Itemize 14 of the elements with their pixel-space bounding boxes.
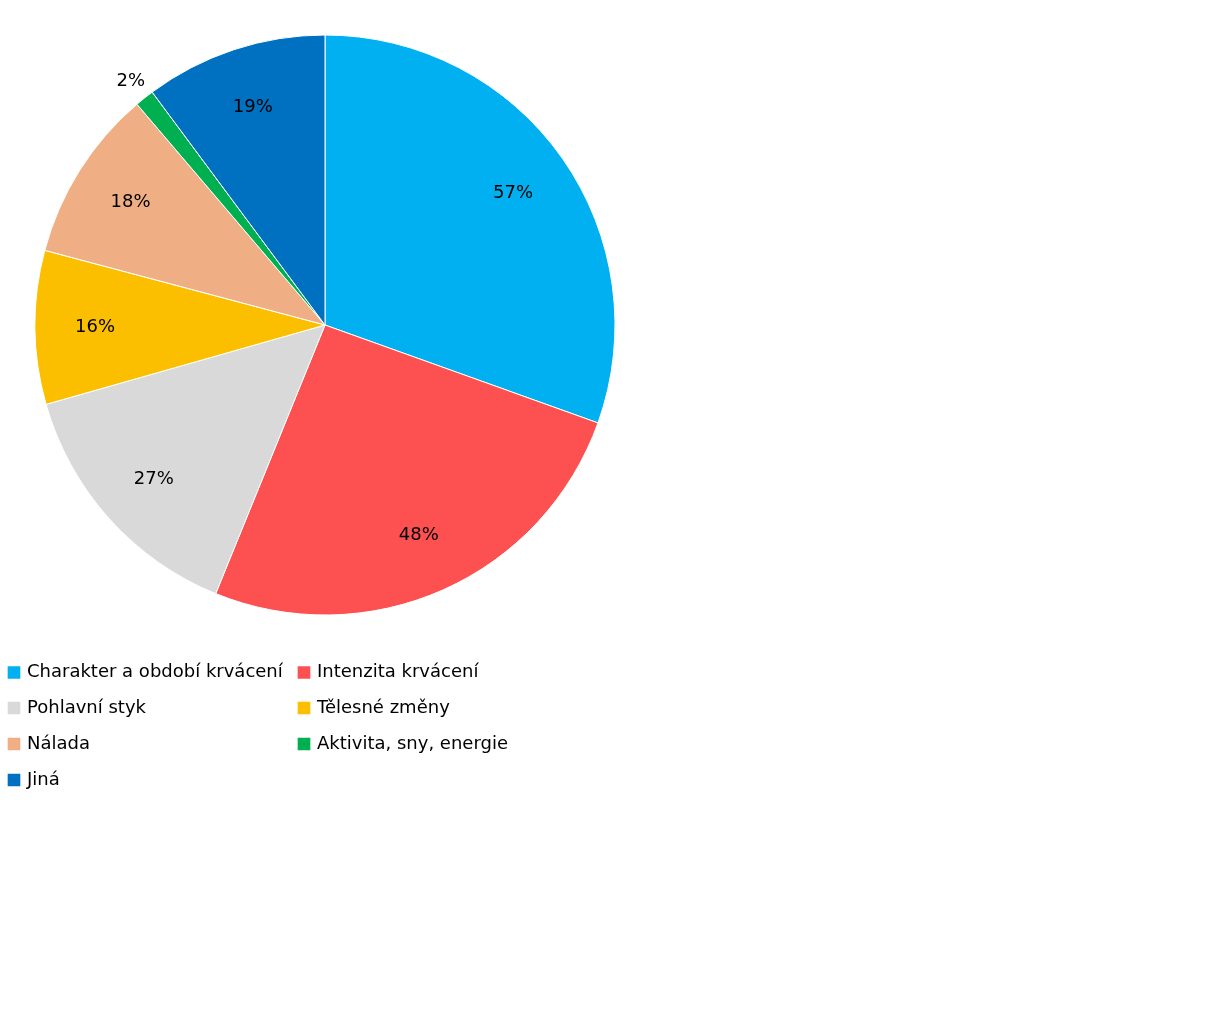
data-label: 48% <box>398 523 439 545</box>
data-label: 19% <box>232 94 273 116</box>
data-label: 16% <box>75 314 116 336</box>
legend-label: Aktivita, sny, energie <box>317 732 509 753</box>
legend-label: Nálada <box>27 732 90 753</box>
data-label: 2% <box>116 68 146 90</box>
data-label: 27% <box>133 466 174 488</box>
data-label: 18% <box>110 190 151 212</box>
legend-label: Intenzita krvácení <box>317 660 480 682</box>
legend-label: Jiná <box>26 768 60 789</box>
legend-label: Charakter a období krvácení <box>27 660 284 682</box>
legend-label: Pohlavní styk <box>27 696 147 717</box>
legend-label: Tělesné změny <box>316 696 451 717</box>
data-label: 57% <box>493 180 534 202</box>
